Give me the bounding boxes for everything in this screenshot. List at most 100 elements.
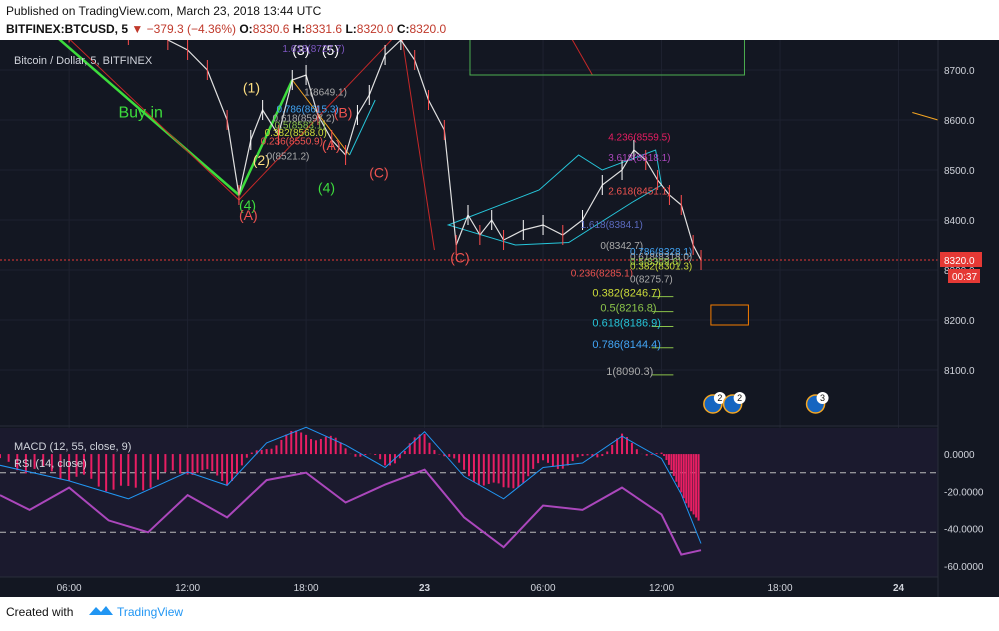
chart-annotation: 0.382(8246.7) xyxy=(592,288,661,300)
time-tick-label: 24 xyxy=(893,583,905,594)
price-tick-label: 8500.0 xyxy=(944,166,975,177)
indicator-panel xyxy=(0,425,938,577)
price-tick-label: 8600.0 xyxy=(944,116,975,127)
high-label: H: xyxy=(292,22,306,36)
price-change: −379.3 (−4.36%) xyxy=(146,22,236,36)
event-count-label: 3 xyxy=(820,393,825,403)
chart-annotation: (C) xyxy=(450,250,469,266)
chart-canvas[interactable]: Buy in(1)(2)(3)(4)(5)(A)(B)(C)(C)(4)(A)1… xyxy=(0,40,999,598)
symbol-line: BITFINEX:BTCUSD, 5 ▼ −379.3 (−4.36%) O:8… xyxy=(6,22,446,36)
countdown-tag xyxy=(948,269,980,283)
chart-annotation: (C) xyxy=(369,165,388,181)
tradingview-logo-icon[interactable] xyxy=(88,603,114,619)
chart-annotation: (1) xyxy=(243,80,260,96)
chart-annotation: (A) xyxy=(239,207,258,223)
price-tick-label: 8200.0 xyxy=(944,316,975,327)
price-line xyxy=(166,40,702,261)
price-series xyxy=(68,40,702,270)
price-tick-label: 8700.0 xyxy=(944,66,975,77)
wave-line xyxy=(291,79,350,156)
triangle-pattern xyxy=(446,149,663,246)
event-count-badge xyxy=(733,392,746,404)
red-trendline xyxy=(571,40,593,76)
macd-line xyxy=(0,426,702,544)
chart-title: Bitcoin / Dollar, 5, BITFINEX xyxy=(14,55,153,67)
close-label: C: xyxy=(396,22,410,36)
time-tick-label: 06:00 xyxy=(57,583,82,594)
current-price-label: 8320.0 xyxy=(944,256,975,267)
rsi-title: RSI (14, close) xyxy=(14,458,87,470)
wave-line xyxy=(237,79,294,196)
projection-box xyxy=(710,304,749,326)
red-trendline xyxy=(238,40,393,201)
time-tick-label: 18:00 xyxy=(768,583,793,594)
chart-annotation: 0(8521.2) xyxy=(267,152,310,163)
chart-annotation: 0.786(8328.1) xyxy=(630,247,692,258)
orange-ray xyxy=(912,112,939,121)
chart-annotation: 0.5(8216.8) xyxy=(600,303,656,315)
chart-annotation: (4) xyxy=(239,197,256,213)
chart-annotation: (B) xyxy=(334,105,353,121)
countdown-label: 00:37 xyxy=(952,272,977,283)
chart-annotation: 1(8649.1) xyxy=(304,88,347,99)
chart-annotation: 0(8342.7) xyxy=(600,241,643,252)
red-trendline xyxy=(401,40,435,251)
chart-annotation: 3.618(8518.1) xyxy=(608,153,670,164)
event-count-badge xyxy=(713,392,726,404)
open-value: 8330.6 xyxy=(252,22,290,36)
drawings-layer xyxy=(0,40,939,376)
macd-tick-label: -20.0000 xyxy=(944,487,984,498)
time-tick-label: 12:00 xyxy=(649,583,674,594)
low-value: 8320.0 xyxy=(356,22,394,36)
rsi-line xyxy=(0,468,702,556)
chart-annotation: 0.618(8318.0) xyxy=(630,252,692,263)
tradingview-link[interactable]: TradingView xyxy=(117,605,184,619)
macd-tick-label: -40.0000 xyxy=(944,525,984,536)
wave-line xyxy=(349,99,376,156)
chart-header: Published on TradingView.com, March 23, … xyxy=(0,0,999,44)
chart-annotation: 0.786(8144.4) xyxy=(592,339,661,351)
rsi-series xyxy=(0,468,702,556)
event-count-label: 2 xyxy=(737,393,742,403)
chart-annotation: 0.382(8301.3) xyxy=(630,262,692,273)
high-value: 8331.6 xyxy=(305,22,343,36)
close-value: 8320.0 xyxy=(409,22,447,36)
event-count-label: 2 xyxy=(717,393,722,403)
axes-layer: 8700.08600.08500.08400.08300.08200.08100… xyxy=(0,40,984,597)
chart-annotation: 0.786(8615.3) xyxy=(276,105,338,116)
chart-footer: Created with TradingView xyxy=(0,597,999,631)
chart-annotation: (A) xyxy=(322,137,341,153)
current-price-tag xyxy=(940,252,982,267)
macd-tick-label: -60.0000 xyxy=(944,562,984,573)
published-info: Published on TradingView.com, March 23, … xyxy=(6,4,322,18)
symbol-name: BITFINEX:BTCUSD, 5 xyxy=(6,22,129,36)
chart-annotation: (2) xyxy=(253,152,270,168)
chart-annotation: 0.5(8309.6) xyxy=(630,257,681,268)
chart-annotation: (3) xyxy=(292,42,309,58)
open-label: O: xyxy=(239,22,253,36)
time-tick-label: 06:00 xyxy=(531,583,556,594)
price-tick-label: 8400.0 xyxy=(944,216,975,227)
time-tick-label: 12:00 xyxy=(175,583,200,594)
chart-annotation: 4.236(8559.5) xyxy=(608,133,670,144)
buy-in-trendline xyxy=(58,40,240,196)
chart-annotation: 0.618(8186.9) xyxy=(592,318,661,330)
red-trendline xyxy=(69,40,240,201)
chart-annotation: 0.236(8550.9) xyxy=(261,137,323,148)
chart-annotation: 0.618(8597.2) xyxy=(273,114,335,125)
time-tick-label: 23 xyxy=(419,583,431,594)
chart-annotation: 1.618(8727.7) xyxy=(282,44,344,55)
indicator-background xyxy=(0,428,938,577)
target-box xyxy=(469,40,745,76)
macd-tick-label: 0.0000 xyxy=(944,450,975,461)
chart-annotation: 0.5(8583.1) xyxy=(274,121,325,132)
low-label: L: xyxy=(345,22,357,36)
down-triangle-icon: ▼ xyxy=(131,22,144,36)
annotations-layer: Buy in(1)(2)(3)(4)(5)(A)(B)(C)(C)(4)(A)1… xyxy=(118,42,829,414)
chart-annotation: 1.618(8384.1) xyxy=(581,220,643,231)
chart-annotation: 0(8275.7) xyxy=(630,275,673,286)
chart-annotation: 1(8090.3) xyxy=(606,366,653,378)
chart-annotation: (5) xyxy=(322,42,339,58)
chart-annotation: Buy in xyxy=(118,105,162,122)
time-tick-label: 18:00 xyxy=(294,583,319,594)
